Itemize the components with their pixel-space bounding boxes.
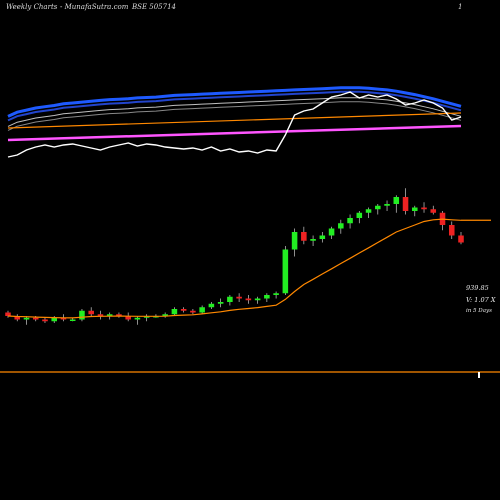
candle-body <box>51 317 57 322</box>
volume-bar <box>478 372 480 378</box>
grey-line-2 <box>7 101 462 131</box>
candle-body <box>23 317 30 320</box>
candle-body <box>180 309 187 311</box>
candle-body <box>227 296 233 302</box>
candle-body <box>60 317 67 320</box>
blue-lower-line <box>7 90 462 122</box>
candle-body <box>458 235 464 243</box>
indicator-lines <box>7 86 462 142</box>
candle-body <box>301 232 307 241</box>
candle-body <box>430 209 437 213</box>
candle-body <box>291 232 298 250</box>
volume-period-label: in 5 Days <box>466 308 492 314</box>
site-name: - MunafaSutra.com <box>60 3 129 11</box>
candle-body <box>384 204 390 206</box>
ema-short-path <box>7 218 462 319</box>
candle-body <box>217 302 224 304</box>
ema-short-line <box>7 218 491 319</box>
candle-body <box>88 310 94 315</box>
candle-body <box>375 205 381 210</box>
orange-band-line <box>7 112 462 129</box>
candle-body <box>319 235 326 239</box>
candlestick-series <box>5 188 464 325</box>
candle-body <box>328 228 335 236</box>
symbol-label: BSE 505714 <box>132 3 176 11</box>
candle-body <box>116 314 122 316</box>
candle-body <box>14 316 21 320</box>
candle-body <box>245 298 252 301</box>
candle-body <box>125 316 131 320</box>
candle-body <box>356 212 363 218</box>
candle-body <box>264 295 270 299</box>
candle-body <box>134 317 141 320</box>
candle-body <box>208 303 215 308</box>
magenta-band-line <box>7 124 462 142</box>
candle-body <box>402 197 409 211</box>
header-right-mark: 1 <box>458 3 463 11</box>
candle-body <box>365 209 372 213</box>
candle-body <box>393 197 400 204</box>
candle-body <box>69 319 76 321</box>
last-price-label: 939.85 <box>466 284 489 292</box>
candle-body <box>42 319 48 322</box>
candle-body <box>190 310 196 313</box>
candle-body <box>79 310 85 320</box>
candle-body <box>106 314 113 316</box>
candle-body <box>412 207 418 211</box>
momentum-path <box>7 91 462 158</box>
candle-body <box>162 314 168 316</box>
candle-body <box>421 207 427 210</box>
grey-line-1 <box>7 97 462 127</box>
chart-period-label: Weekly Charts <box>6 3 58 11</box>
candle-body <box>32 317 39 320</box>
candle-body <box>97 314 104 316</box>
momentum-line <box>7 91 462 158</box>
candle-body <box>254 298 261 301</box>
candle-body <box>199 307 205 313</box>
candle-body <box>5 312 11 316</box>
candle-body <box>282 249 289 294</box>
candle-body <box>171 309 178 315</box>
candle-body <box>273 293 279 295</box>
candle-body <box>347 218 353 224</box>
candle-body <box>236 296 242 299</box>
volume-ratio-label: V: 1.07 X <box>466 296 496 304</box>
candle-body <box>338 223 344 229</box>
blue-upper-line <box>7 86 462 118</box>
candle-body <box>448 225 455 236</box>
candle-body <box>310 239 316 241</box>
volume-line <box>0 371 500 378</box>
